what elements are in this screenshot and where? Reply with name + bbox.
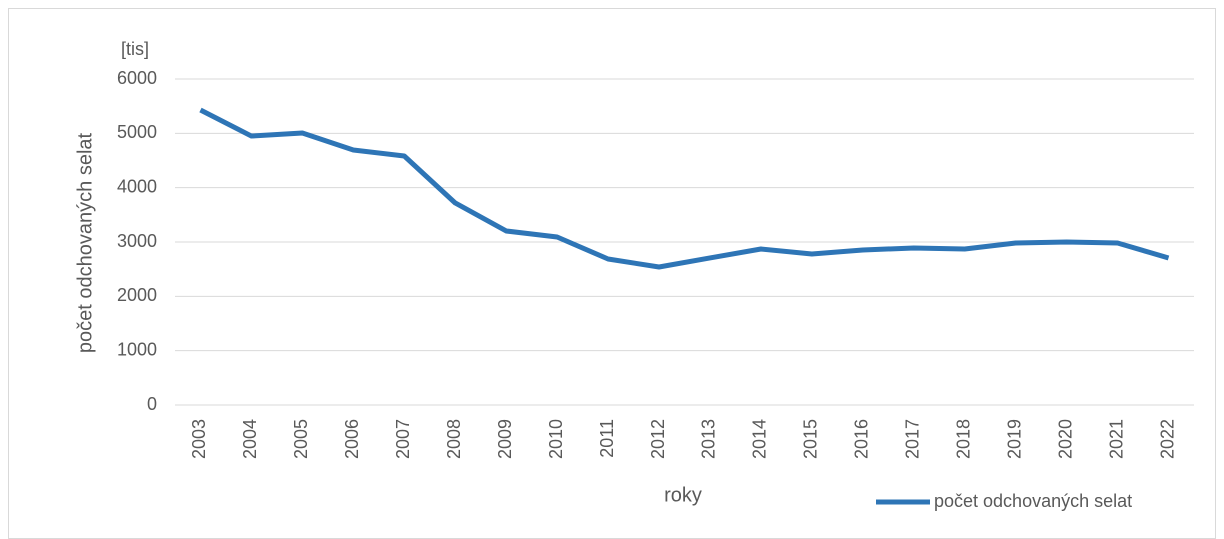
x-tick-label: 2011 [597,419,617,458]
y-tick-label: 4000 [117,176,157,196]
x-axis-title: roky [664,484,702,506]
x-tick-label: 2019 [1004,419,1024,459]
y-tick-label: 0 [147,394,157,414]
x-tick-label: 2003 [189,419,209,459]
y-unit: [tis] [121,39,149,59]
x-tick-label: 2015 [801,419,821,459]
x-tick-label: 2010 [546,419,566,459]
y-tick-label: 6000 [117,68,157,88]
y-tick-label: 5000 [117,122,157,142]
x-tick-label: 2018 [953,419,973,459]
legend-label: počet odchovaných selat [934,491,1132,511]
x-tick-label: 2021 [1106,419,1126,459]
data-line [199,107,1170,270]
x-tick-label: 2016 [852,419,872,459]
y-tick-label: 3000 [117,231,157,251]
x-tick-label: 2008 [444,419,464,459]
x-tick-label: 2020 [1055,419,1075,459]
x-tick-label: 2013 [699,419,719,459]
x-tick-label: 2009 [495,419,515,459]
chart-frame [8,8,1216,539]
x-tick-label: 2007 [393,419,413,459]
y-tick-label: 2000 [117,285,157,305]
x-tick-label: 2006 [342,419,362,459]
x-tick-label: 2017 [903,419,923,459]
x-tick-label: 2014 [750,419,770,459]
y-tick-label: 1000 [117,339,157,359]
x-tick-label: 2004 [240,419,260,459]
x-tick-label: 2022 [1157,419,1177,459]
x-tick-label: 2005 [291,419,311,459]
y-axis-title: počet odchovaných selat [74,132,96,353]
x-tick-label: 2012 [648,419,668,459]
